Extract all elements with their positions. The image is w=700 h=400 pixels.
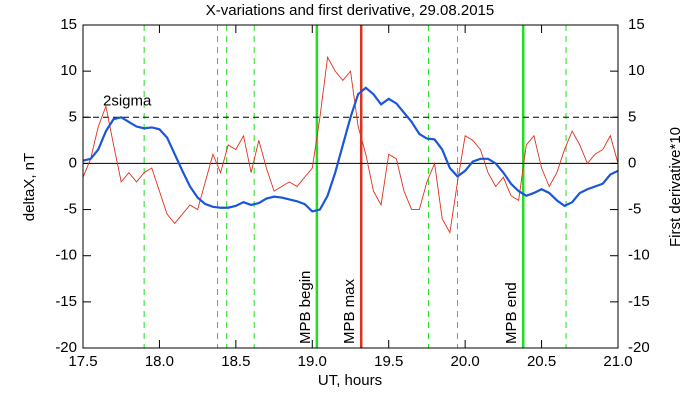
y2-tick-label: 15 bbox=[628, 16, 645, 33]
y-tick-label: -20 bbox=[55, 339, 77, 356]
y-tick-label: 5 bbox=[69, 108, 77, 125]
y2-tick-label: -10 bbox=[628, 247, 650, 264]
x-tick-label: 20.0 bbox=[451, 353, 480, 370]
y-tick-label: -10 bbox=[55, 247, 77, 264]
y-tick-label: 10 bbox=[60, 62, 77, 79]
marker-label: MPB max bbox=[341, 278, 358, 344]
x-tick-label: 19.0 bbox=[298, 353, 327, 370]
y-tick-label: 15 bbox=[60, 16, 77, 33]
marker-label: 2sigma bbox=[103, 92, 152, 109]
y2-tick-label: 0 bbox=[628, 154, 636, 171]
y-tick-label: -15 bbox=[55, 293, 77, 310]
x-tick-label: 21.0 bbox=[603, 353, 632, 370]
y2-tick-label: 10 bbox=[628, 62, 645, 79]
x-tick-label: 19.5 bbox=[374, 353, 403, 370]
x-tick-label: 17.5 bbox=[68, 353, 97, 370]
x-tick-label: 18.0 bbox=[145, 353, 174, 370]
y-axis-label: deltaX, nT bbox=[21, 153, 38, 221]
marker-label: MPB begin bbox=[297, 271, 314, 344]
x-tick-label: 20.5 bbox=[527, 353, 556, 370]
y2-tick-label: 5 bbox=[628, 108, 636, 125]
series-line bbox=[82, 55, 619, 235]
y2-tick-label: -20 bbox=[628, 339, 650, 356]
x-tick-label: 18.5 bbox=[221, 353, 250, 370]
y2-tick-label: -15 bbox=[628, 293, 650, 310]
y2-tick-label: -5 bbox=[628, 201, 641, 218]
y-tick-label: 0 bbox=[69, 154, 77, 171]
x-axis-label: UT, hours bbox=[318, 372, 382, 389]
chart-title: X-variations and first derivative, 29.08… bbox=[206, 2, 495, 19]
y2-axis-label: First derivative*10 bbox=[667, 127, 684, 247]
series-line bbox=[82, 86, 619, 213]
marker-label: MPB end bbox=[503, 282, 520, 344]
y-tick-label: -5 bbox=[64, 201, 77, 218]
plot-frame bbox=[82, 24, 619, 349]
